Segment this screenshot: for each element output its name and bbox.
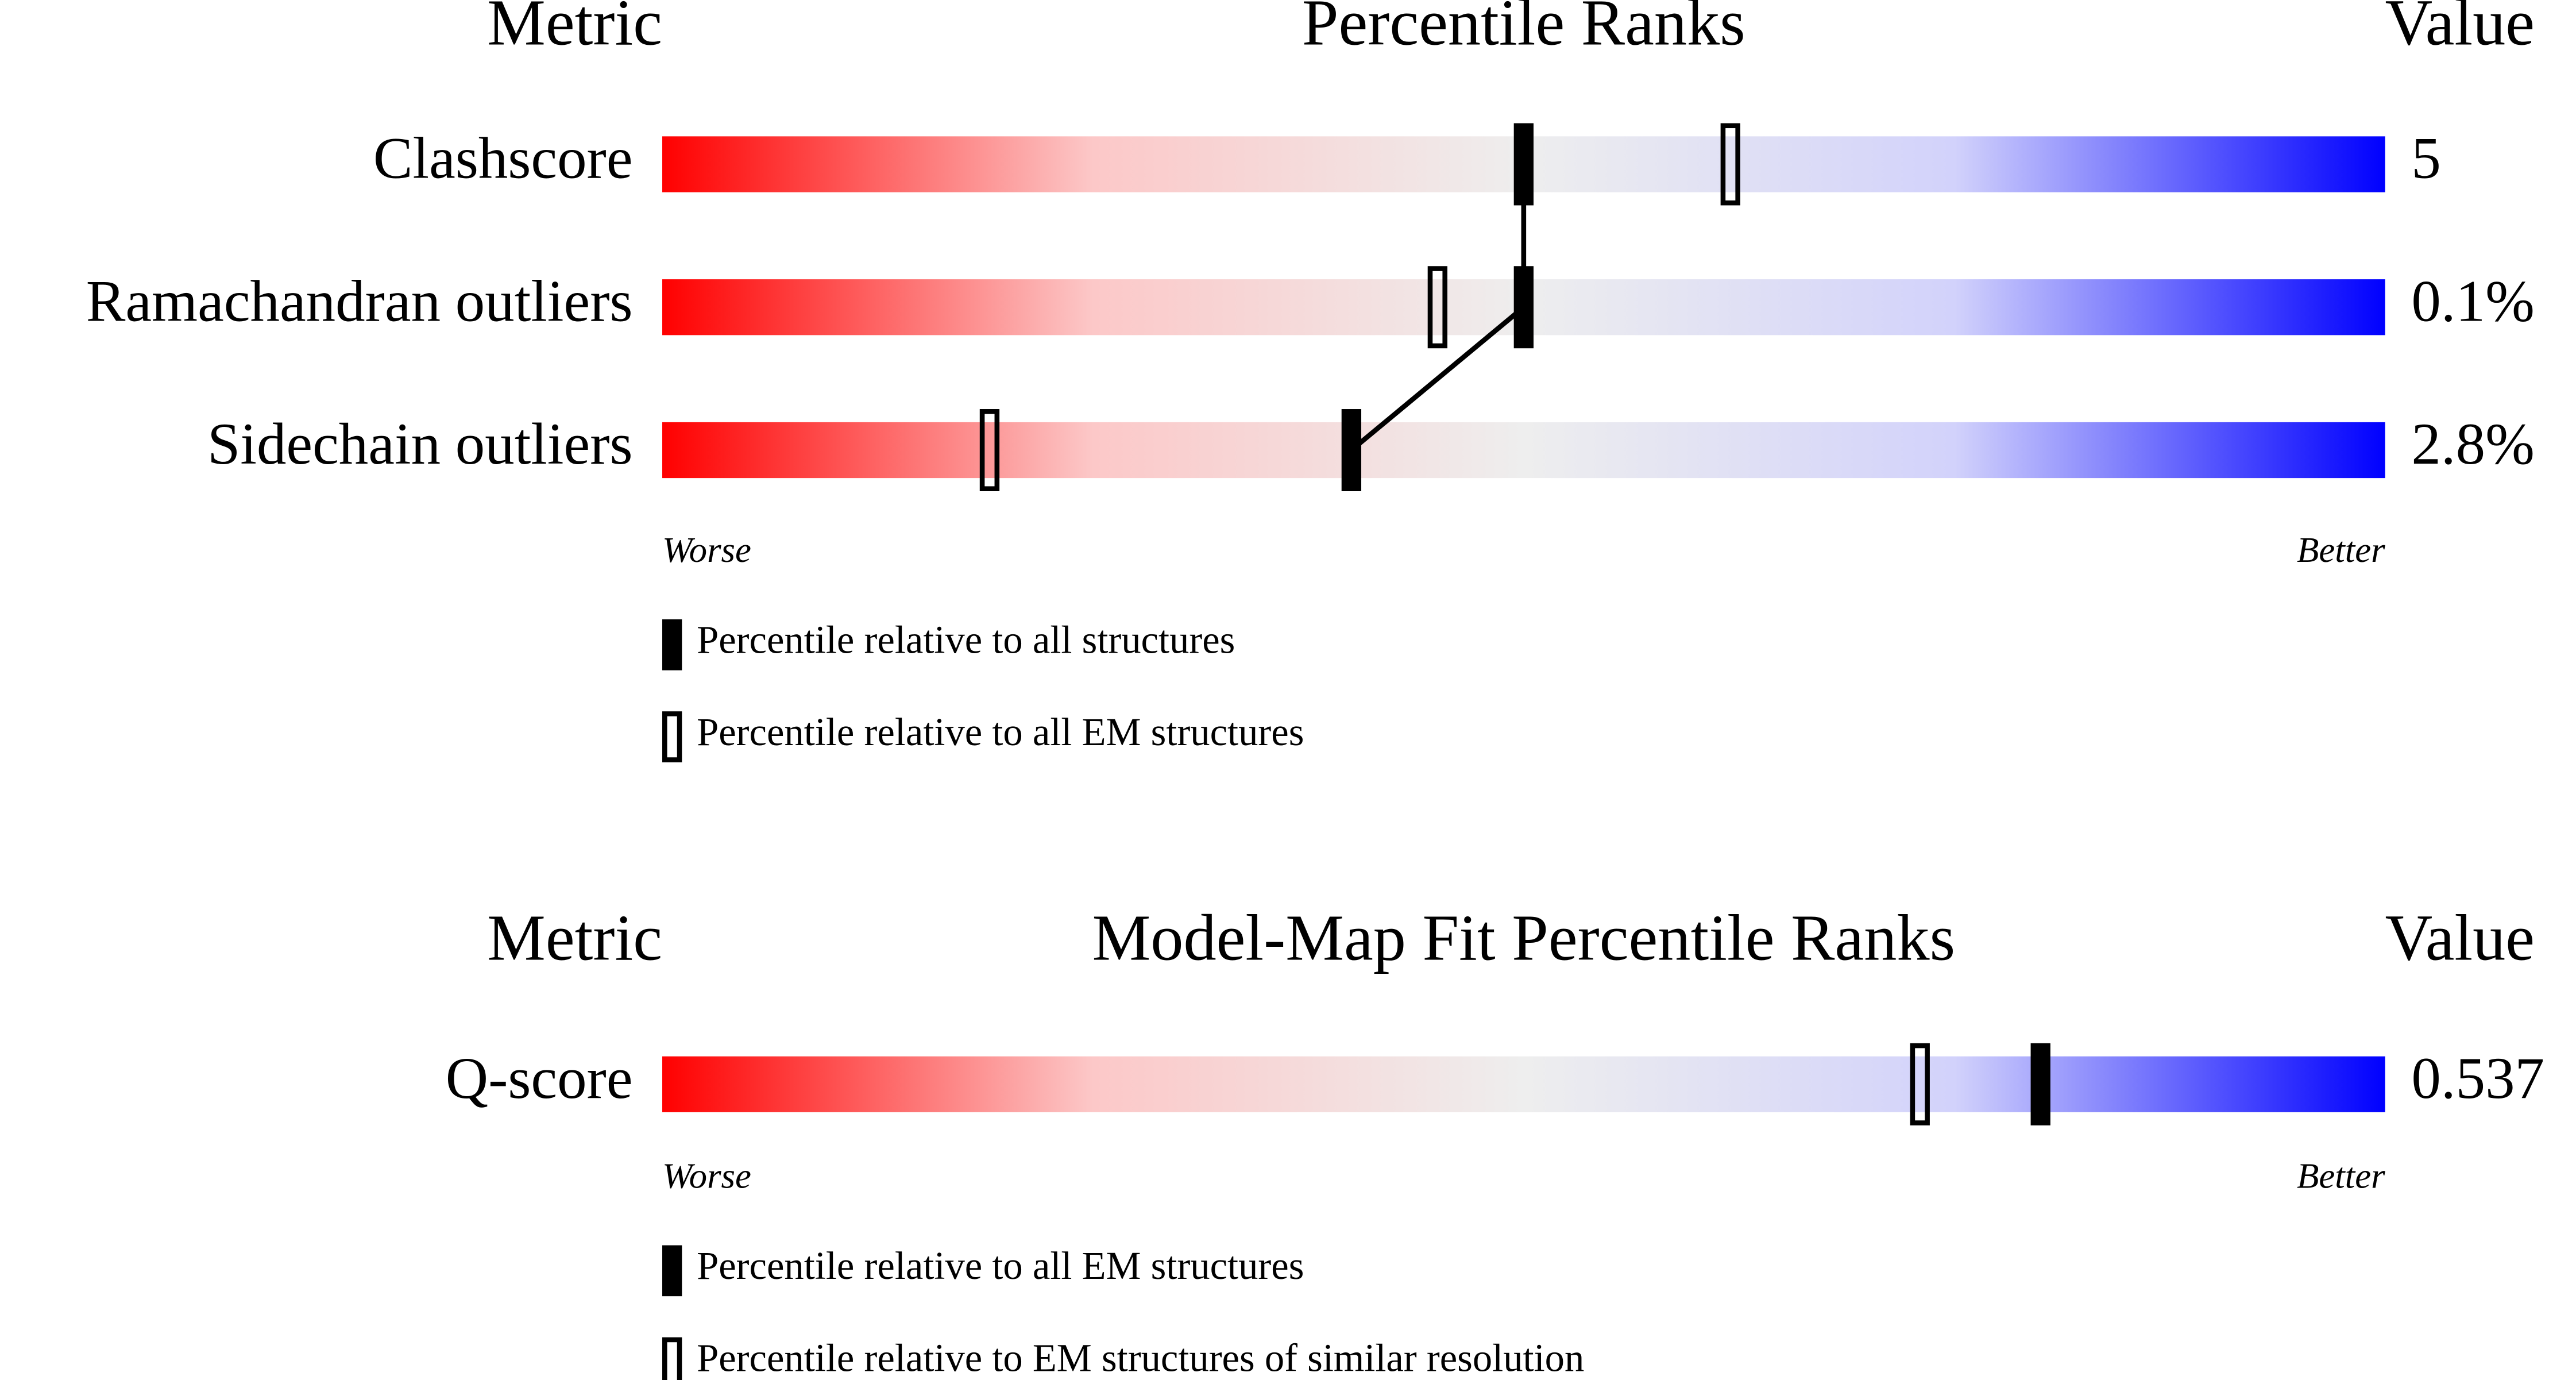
legend-swatch (662, 619, 682, 670)
legend-swatch (662, 1337, 682, 1380)
metric-header: Metric (487, 0, 662, 59)
marker-filled (2030, 1043, 2050, 1125)
value-header: Value (2385, 0, 2535, 59)
better-label: Better (2297, 530, 2385, 570)
legend-label: Percentile relative to all EM structures (697, 710, 1304, 754)
metric-label: Ramachandran outliers (86, 268, 633, 334)
percentile-bar (662, 1056, 2385, 1112)
metric-value: 0.1% (2411, 268, 2534, 334)
marker-filled (1513, 123, 1534, 206)
better-label: Better (2297, 1156, 2385, 1196)
legend-label: Percentile relative to all structures (697, 618, 1235, 662)
chart-title: Model-Map Fit Percentile Ranks (1092, 901, 1956, 974)
marker-open (1720, 123, 1740, 206)
marker-open (979, 409, 1000, 491)
legend-label: Percentile relative to EM structures of … (697, 1336, 1584, 1379)
worse-label: Worse (662, 530, 751, 570)
marker-filled (1513, 266, 1534, 349)
metric-label: Q-score (446, 1046, 633, 1111)
legend-label: Percentile relative to all EM structures (697, 1244, 1304, 1288)
value-header: Value (2385, 901, 2535, 974)
worse-label: Worse (662, 1156, 751, 1196)
legend-swatch (662, 711, 682, 762)
metric-value: 2.8% (2411, 411, 2534, 477)
metric-label: Sidechain outliers (207, 411, 632, 477)
marker-open (1427, 266, 1448, 349)
metric-label: Clashscore (373, 126, 633, 191)
legend-swatch (662, 1245, 682, 1297)
percentile-bar (662, 422, 2385, 479)
marker-open (1910, 1043, 1930, 1125)
metric-value: 5 (2411, 126, 2440, 191)
metric-header: Metric (487, 901, 662, 974)
chart-title: Percentile Ranks (1302, 0, 1745, 59)
metric-value: 0.537 (2411, 1046, 2544, 1111)
marker-filled (1341, 409, 1362, 491)
